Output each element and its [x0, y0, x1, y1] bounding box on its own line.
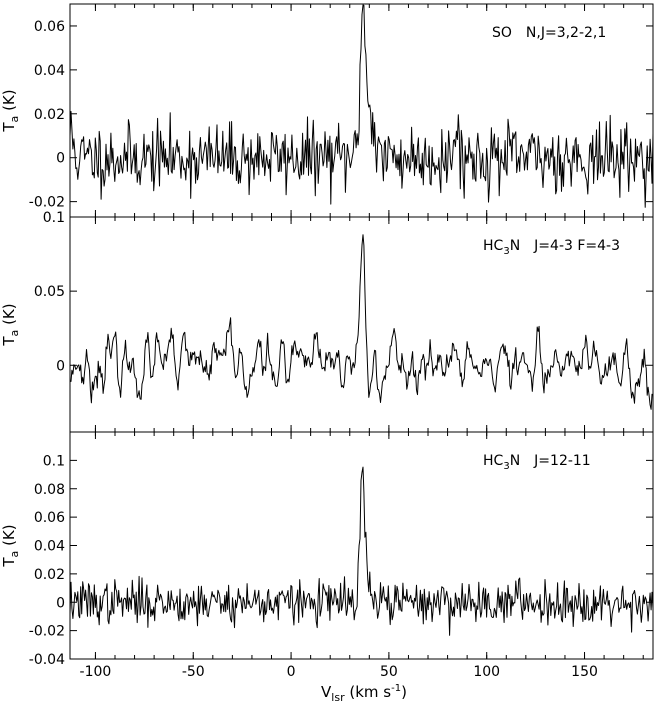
- y-axis-label: Ta (K): [0, 89, 21, 132]
- y-tick-label: 0.02: [34, 107, 65, 123]
- y-tick-label: 0.04: [34, 539, 65, 555]
- y-tick-label: 0.1: [43, 210, 65, 226]
- panel-1: -0.02 0 0.02 0.04 0.06 Ta (K) SO N,J=3,2-2,1: [0, 3, 654, 218]
- x-tick-label: 100: [473, 664, 500, 680]
- y-tick-label: 0.1: [43, 453, 65, 469]
- y-tick-label: 0.08: [34, 482, 65, 498]
- x-tick-label: 150: [571, 664, 598, 680]
- spectrum-line: [69, 4, 654, 208]
- x-tick-label: -100: [80, 664, 112, 680]
- y-axis-label: Ta (K): [0, 303, 21, 346]
- panel-title: HC3N J=12-11: [483, 453, 591, 472]
- y-tick-label: -0.02: [29, 195, 65, 211]
- spectrum-line: [69, 234, 654, 410]
- x-axis-label: Vlsr (km s-1): [321, 683, 407, 703]
- y-tick-label: 0.06: [34, 510, 65, 526]
- y-tick-label: 0.05: [34, 284, 65, 300]
- panel-title: HC3N J=4-3 F=4-3: [483, 238, 620, 257]
- y-tick-label: 0: [56, 595, 65, 611]
- panel-2: 0 0.05 0.1 Ta (K) HC3N J=4-3 F=4-3: [0, 210, 654, 433]
- x-tick-label: 50: [380, 664, 398, 680]
- y-tick-label: 0: [56, 358, 65, 374]
- y-axis-label: Ta (K): [0, 524, 21, 567]
- x-axis: -100 -50 0 50 100 150 Vlsr (km s-1): [80, 664, 598, 703]
- panel-title: SO N,J=3,2-2,1: [492, 25, 606, 41]
- y-tick-label: -0.02: [29, 624, 65, 640]
- y-tick-label: -0.04: [29, 652, 65, 668]
- y-tick-label: 0: [56, 151, 65, 167]
- x-tick-label: 0: [287, 664, 296, 680]
- y-tick-label: 0.06: [34, 19, 65, 35]
- spectrum-line: [69, 466, 654, 636]
- y-tick-label: 0.04: [34, 63, 65, 79]
- panels: -0.02 0 0.02 0.04 0.06 Ta (K) SO N,J=3,2-2,1 0 0.…: [0, 3, 654, 668]
- panel-3: -0.04 -0.02 0 0.02 0.04 0.06 0.08 0.1 Ta (K) HC3N…: [0, 431, 654, 668]
- y-tick-label: 0.02: [34, 567, 65, 583]
- x-tick-label: -50: [182, 664, 205, 680]
